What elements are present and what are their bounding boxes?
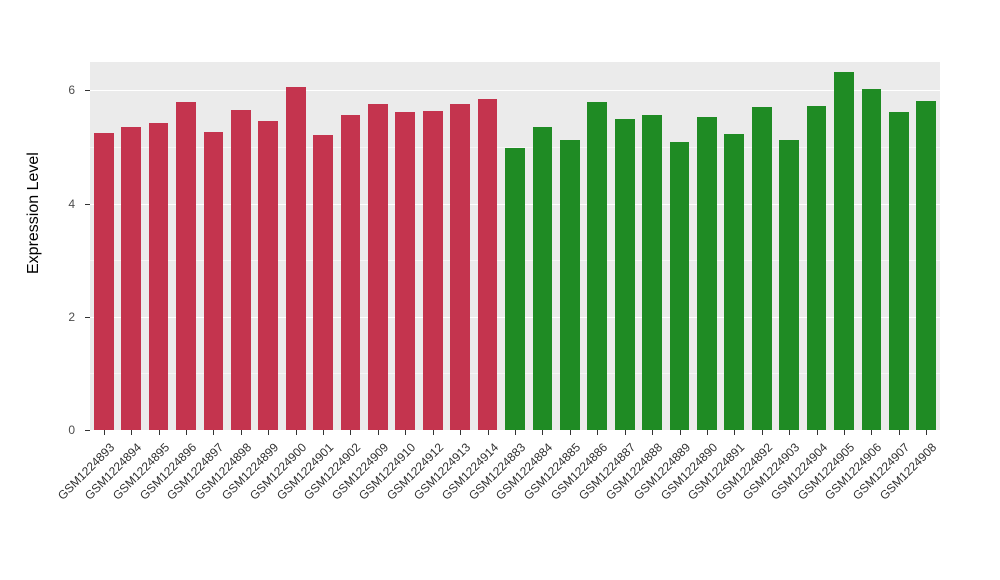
bar [450,104,471,430]
x-tick-mark [405,430,407,435]
y-tick-mark [85,316,90,318]
x-tick-mark [569,430,571,435]
x-tick-mark [295,430,297,435]
bar [422,111,443,430]
bar [669,142,690,430]
bar [587,101,608,430]
bar [93,132,114,430]
bar [505,148,525,430]
x-tick-mark [652,430,654,435]
y-tick-label: 6 [68,83,75,98]
bar [532,127,553,430]
y-axis: 0 2 4 6 [0,62,85,436]
bar [148,123,169,430]
y-tick-label: 0 [68,423,75,437]
bar [724,134,745,430]
plot-panel [90,62,940,431]
x-tick-mark [871,430,873,435]
bar [176,101,196,430]
x-tick-mark [268,430,270,435]
x-tick-mark [898,430,900,435]
bar [340,115,361,430]
x-tick-mark [323,430,325,435]
y-tick-mark [85,203,90,205]
bar [559,139,580,430]
x-tick-mark [377,430,379,435]
x-tick-mark [734,430,736,435]
x-tick-mark [926,430,928,435]
bar [230,109,251,430]
x-tick-mark [487,430,489,435]
x-tick-mark [542,430,544,435]
x-tick-mark [131,430,133,435]
y-tick-label: 4 [68,196,75,211]
bar [313,135,333,430]
x-tick-mark [103,430,105,435]
bar [477,98,498,430]
x-tick-mark [706,430,708,435]
x-axis-labels: GSM1224893 GSM1224894 GSM1224895 GSM1224896… [55,439,940,569]
x-tick-mark [432,430,434,435]
x-axis-ticks [90,430,940,436]
bar [751,107,772,430]
bar [395,112,416,430]
x-tick-mark [679,430,681,435]
bar [861,89,882,430]
x-tick-mark [158,430,160,435]
bar [697,117,717,430]
bar [121,127,141,430]
bar [614,119,635,430]
bar [258,120,279,430]
bar [203,131,224,430]
bar [642,114,662,430]
bar [285,87,306,430]
bar [916,100,937,430]
y-tick-mark [85,90,90,92]
bar [834,72,854,430]
gridline-minor [90,146,940,148]
bar [889,112,909,430]
x-tick-mark [597,430,599,435]
bar [806,106,827,430]
x-tick-mark [185,430,187,435]
y-tick-label: 2 [68,309,75,324]
gridline-major [90,90,940,92]
x-tick-mark [816,430,818,435]
x-tick-mark [761,430,763,435]
x-tick-mark [460,430,462,435]
x-tick-mark [844,430,846,435]
x-tick-mark [515,430,516,435]
x-tick-mark [624,430,626,435]
x-tick-mark [240,430,242,435]
bar [779,139,800,430]
y-tick-mark [85,430,90,431]
x-tick-mark [350,430,352,435]
x-tick-mark [213,430,215,435]
bar [368,104,388,430]
x-tick-mark [789,430,791,435]
